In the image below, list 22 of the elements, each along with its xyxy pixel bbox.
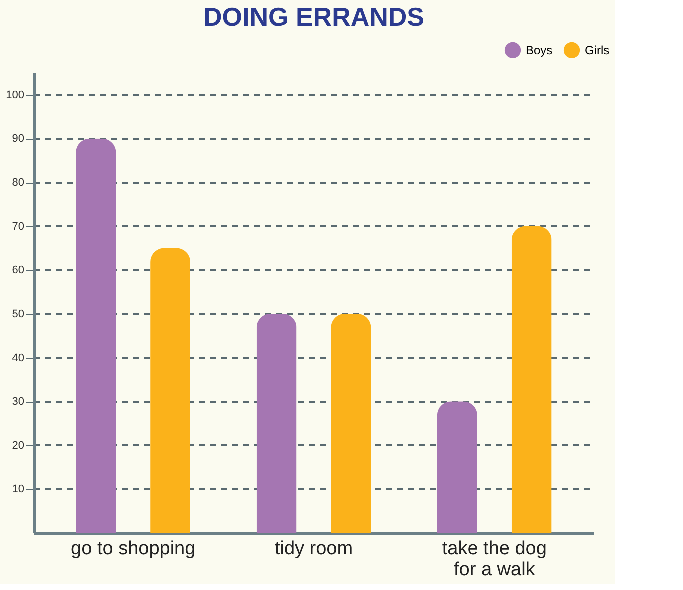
y-tick-label: 90 bbox=[12, 133, 24, 146]
bar bbox=[150, 248, 191, 533]
bar bbox=[437, 402, 478, 533]
y-tick-label: 100 bbox=[6, 89, 24, 102]
x-tick-label: go to shopping bbox=[71, 538, 196, 560]
legend-label: Boys bbox=[526, 43, 553, 58]
y-tick-label: 10 bbox=[12, 484, 24, 496]
y-tick-label: 60 bbox=[12, 264, 24, 277]
bar bbox=[256, 314, 297, 533]
y-tick-label: 40 bbox=[12, 352, 24, 364]
legend-label: Girls bbox=[585, 43, 610, 58]
bar bbox=[512, 226, 552, 533]
y-tick-label: 50 bbox=[12, 308, 24, 320]
x-tick-label: take the dog for a walk bbox=[442, 538, 547, 580]
x-tick-label: tidy room bbox=[274, 538, 354, 560]
y-tick-label: 70 bbox=[12, 220, 24, 233]
y-tick-label: 80 bbox=[12, 177, 24, 190]
bar bbox=[331, 314, 372, 533]
y-tick-label: 30 bbox=[12, 396, 24, 408]
chart-title: DOING ERRANDS bbox=[203, 2, 425, 32]
bar bbox=[76, 138, 116, 533]
y-tick-label: 20 bbox=[12, 440, 24, 452]
